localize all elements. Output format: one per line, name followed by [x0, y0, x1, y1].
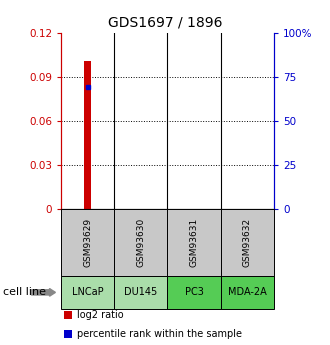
Text: GSM93629: GSM93629 [83, 218, 92, 267]
Text: PC3: PC3 [185, 287, 204, 297]
Text: GSM93631: GSM93631 [189, 218, 199, 267]
Text: GDS1697 / 1896: GDS1697 / 1896 [108, 16, 222, 30]
Text: DU145: DU145 [124, 287, 157, 297]
Bar [84, 61, 91, 209]
Text: GSM93630: GSM93630 [136, 218, 146, 267]
Text: percentile rank within the sample: percentile rank within the sample [77, 329, 242, 339]
Text: GSM93632: GSM93632 [243, 218, 252, 267]
Text: LNCaP: LNCaP [72, 287, 104, 297]
Text: log2 ratio: log2 ratio [77, 310, 123, 320]
Text: MDA-2A: MDA-2A [228, 287, 267, 297]
Text: cell line: cell line [3, 287, 46, 297]
